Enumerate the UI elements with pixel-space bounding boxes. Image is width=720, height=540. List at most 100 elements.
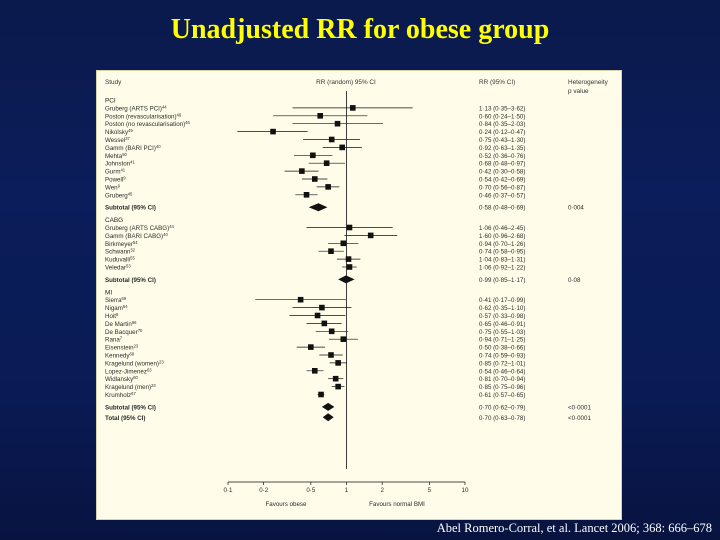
ci-text: 0·41 (0·17–0·99) [479, 297, 525, 304]
study-label: Lopez-Jimenez63 [105, 367, 152, 375]
point-estimate-square [303, 192, 310, 198]
ci-text: 0·92 (0·63–1·35) [479, 145, 525, 152]
point-estimate-square [297, 296, 304, 303]
study-label: Sierra69 [105, 296, 127, 304]
point-estimate-square [319, 304, 325, 311]
reference-superscript: 40 [163, 232, 168, 237]
reference-superscript: 50 [122, 152, 127, 157]
study-label: Poston (revascularisation)46 [105, 112, 182, 120]
ci-text: 0·85 (0·75–0·96) [479, 384, 525, 391]
point-estimate-square [314, 312, 321, 319]
citation: Abel Romero-Corral, et al. Lancet 2006; … [436, 521, 712, 535]
header-study: Study [105, 79, 122, 86]
reference-superscript: 63 [147, 367, 152, 372]
point-estimate-square [318, 391, 324, 398]
reference-superscript: 44 [169, 224, 174, 229]
forest-plot-panel: Study RR (random) 95% CI RR (95% CI) Hetero… [96, 70, 622, 520]
study-label: Birkmeyer54 [105, 240, 138, 248]
point-estimate-square [346, 224, 353, 231]
reference-superscript: 53 [126, 264, 131, 269]
study-label: Gruberg45 [105, 191, 133, 199]
ci-text: 0·61 (0·57–0·65) [479, 392, 525, 399]
study-label: Nigam64 [105, 304, 128, 312]
point-estimate-square [335, 360, 341, 366]
study-label: Wen9 [105, 183, 121, 191]
study-label: Gamm (BARI PCI)40 [105, 144, 161, 152]
point-estimate-square [332, 375, 339, 382]
ci-text: 0·74 (0·59–0·93) [479, 353, 525, 360]
study-label: Kragelund (men)23 [105, 383, 156, 391]
ci-text: 0·81 (0·70–0·94) [479, 376, 525, 383]
reference-superscript: 41 [120, 168, 125, 173]
study-label: Poston (no revascularisation)46 [105, 120, 190, 128]
reference-superscript: 37 [125, 136, 130, 141]
slide-title: Unadjusted RR for obese group [170, 14, 550, 45]
heterogeneity-value: 0·004 [568, 205, 584, 212]
reference-superscript: 41 [130, 160, 135, 165]
header-heterogeneity-sub: p value [568, 88, 589, 95]
reference-superscript: 23 [159, 359, 164, 364]
reference-superscript: 8 [116, 312, 119, 317]
subtotal-label: Subtotal (95% CI) [105, 205, 156, 212]
reference-superscript: 44 [162, 104, 167, 109]
point-estimate-square [346, 264, 353, 270]
reference-superscript: 66 [132, 320, 137, 325]
group-label: MI [105, 289, 112, 296]
study-label: De Bacquer70 [105, 328, 143, 336]
reference-superscript: 69 [122, 296, 127, 301]
study-label: Nikolsky49 [105, 128, 133, 136]
heterogeneity-value: 0·08 [568, 277, 581, 284]
ci-text: 0·50 (0·38–0·66) [479, 345, 525, 352]
heterogeneity-value: <0·0001 [568, 415, 591, 422]
reference-superscript: 64 [123, 304, 128, 309]
study-label: Hoit8 [105, 312, 119, 320]
ci-text: 1·04 (0·83–1·31) [479, 257, 525, 264]
ci-text: 1·06 (0·92–1·22) [479, 265, 525, 272]
ci-text: 0·24 (0·12–0·47) [479, 129, 525, 136]
ci-text: 0·75 (0·43–1·30) [479, 137, 525, 144]
point-estimate-square [321, 320, 328, 327]
x-tick-label: 0·2 [259, 487, 269, 494]
ci-text: 0·70 (0·56–0·87) [479, 184, 525, 191]
point-estimate-square [340, 240, 347, 247]
reference-superscript: 68 [129, 352, 134, 357]
ci-text: 0·68 (0·48–0·97) [479, 161, 525, 168]
ci-text: 0·42 (0·30–0·58) [479, 169, 525, 176]
subtotal-label: Subtotal (95% CI) [105, 277, 156, 284]
x-tick-label: 0·1 [224, 487, 234, 494]
reference-superscript: 7 [120, 336, 123, 341]
study-label: Kuduvalli55 [105, 256, 135, 264]
ci-text: 0·60 (0·24–1·50) [479, 113, 525, 120]
reference-superscript: 67 [131, 391, 136, 396]
point-estimate-square [325, 184, 331, 190]
study-label: Rana7 [105, 336, 123, 344]
ci-text: 0·70 (0·62–0·79) [479, 404, 525, 411]
x-tick-label: 2 [380, 487, 384, 494]
point-estimate-square [349, 105, 356, 111]
point-estimate-square [340, 336, 347, 342]
study-label: Kennedy68 [105, 352, 135, 360]
point-estimate-square [328, 328, 335, 335]
ci-text: 0·85 (0·72–1·01) [479, 360, 525, 367]
study-label: Gruberg (ARTS PCI)44 [105, 104, 167, 112]
ci-text: 0·94 (0·71–1·25) [479, 337, 525, 344]
point-estimate-square [270, 128, 276, 135]
pooled-estimate-diamond [321, 402, 335, 411]
ci-text: 0·46 (0·37–0·57) [479, 192, 525, 199]
point-estimate-square [323, 160, 330, 166]
reference-superscript: 49 [128, 128, 133, 133]
ci-text: 1·60 (0·96–2·68) [479, 233, 525, 240]
study-label: Kragelund (women)23 [105, 359, 164, 367]
reference-superscript: 23 [134, 344, 139, 349]
ci-text: 1·06 (0·46–2·45) [479, 225, 525, 232]
x-tick-label: 10 [462, 487, 469, 494]
point-estimate-square [328, 136, 335, 143]
point-estimate-square [310, 152, 316, 159]
study-label: Gruberg (ARTS CABG)44 [105, 224, 175, 232]
reference-superscript: 23 [151, 383, 156, 388]
group-label: CABG [105, 217, 123, 224]
subtotal-label: Subtotal (95% CI) [105, 404, 156, 411]
study-label: Wessel37 [105, 136, 131, 144]
ci-text: 0·52 (0·36–0·76) [479, 153, 525, 160]
study-label: Widlansky60 [105, 375, 139, 383]
